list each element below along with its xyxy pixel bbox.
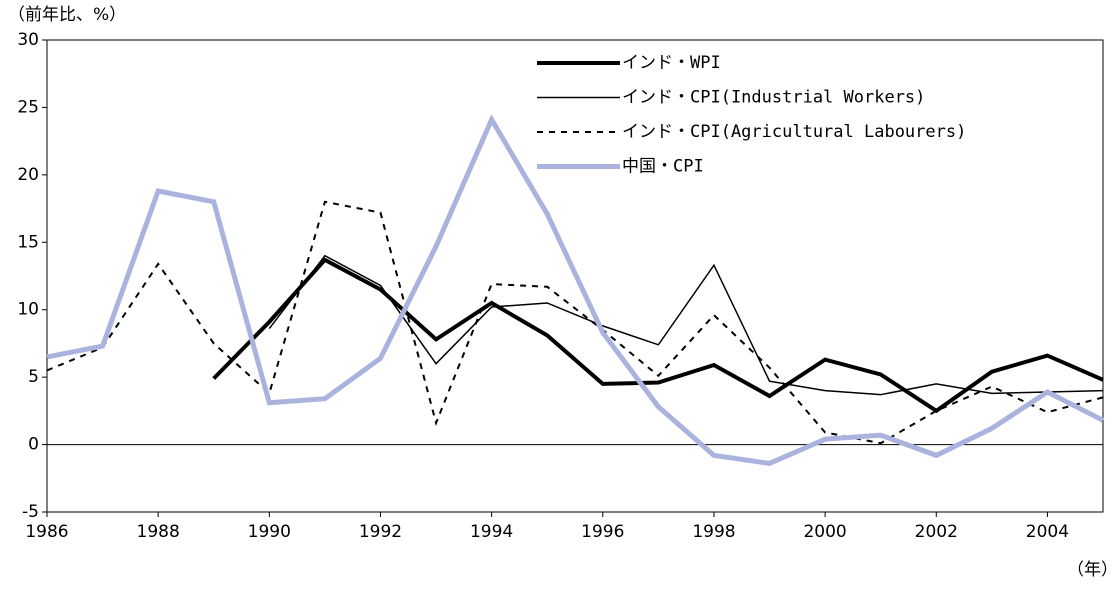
legend-label: 中国・CPI xyxy=(622,157,704,177)
y-tick-label: 5 xyxy=(28,367,39,387)
series-line xyxy=(46,114,1105,467)
x-tick-label: 1992 xyxy=(359,522,402,542)
series-line xyxy=(268,254,1104,396)
legend-label: インド・WPI xyxy=(622,53,721,73)
y-axis-label: （前年比、%） xyxy=(8,5,126,25)
legend-label: インド・CPI(Industrial Workers) xyxy=(622,88,925,108)
y-tick-label: -5 xyxy=(22,502,39,522)
x-tick-label: 1986 xyxy=(25,522,68,542)
x-tick-label: 1996 xyxy=(581,522,624,542)
x-tick-label: 1994 xyxy=(470,522,513,542)
x-tick-label: 2004 xyxy=(1026,522,1069,542)
series-line xyxy=(46,200,1104,445)
y-tick-label: 25 xyxy=(17,97,39,117)
y-tick-label: 10 xyxy=(17,300,39,320)
y-tick-label: 20 xyxy=(17,165,39,185)
x-tick-label: 1990 xyxy=(248,522,291,542)
legend-label: インド・CPI(Agricultural Labourers) xyxy=(622,122,966,142)
x-tick-label: 1998 xyxy=(692,522,735,542)
y-tick-label: 15 xyxy=(17,232,39,252)
x-tick-label: 2000 xyxy=(803,522,846,542)
x-axis-label: （年） xyxy=(1067,560,1118,580)
y-tick-label: 0 xyxy=(28,435,39,455)
y-tick-label: 30 xyxy=(17,30,39,50)
x-tick-label: 2002 xyxy=(915,522,958,542)
series-line xyxy=(212,257,1104,414)
x-tick-label: 1988 xyxy=(137,522,180,542)
plot-frame xyxy=(46,39,1104,513)
